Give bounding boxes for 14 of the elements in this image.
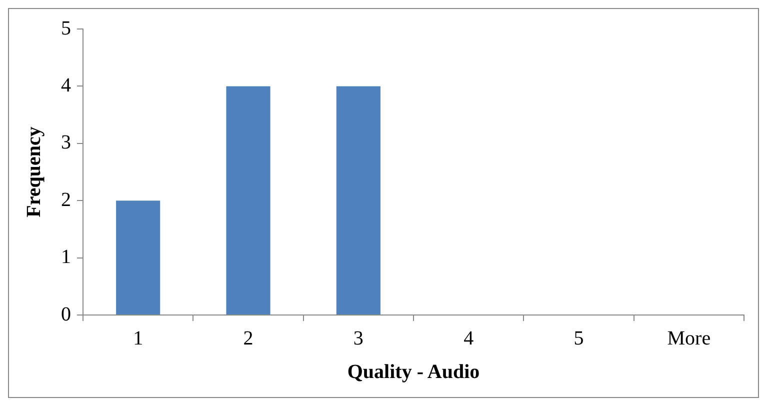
x-axis-title: Quality - Audio (347, 361, 480, 384)
x-tick-label: 3 (353, 327, 364, 350)
y-tick-label: 1 (61, 246, 71, 268)
y-tick-label: 2 (61, 188, 71, 211)
x-tick-label: 5 (574, 327, 584, 350)
y-tick-label: 4 (61, 74, 71, 96)
y-tick-label: 5 (61, 17, 71, 40)
y-axis-title: Frequency (23, 126, 46, 218)
y-tick-label: 3 (61, 132, 71, 154)
x-tick-label: 1 (133, 327, 144, 350)
x-tick-label: 2 (243, 327, 254, 350)
y-tick-label: 0 (61, 303, 71, 326)
x-tick-label: 4 (464, 327, 474, 350)
x-tick-label: More (667, 327, 711, 350)
